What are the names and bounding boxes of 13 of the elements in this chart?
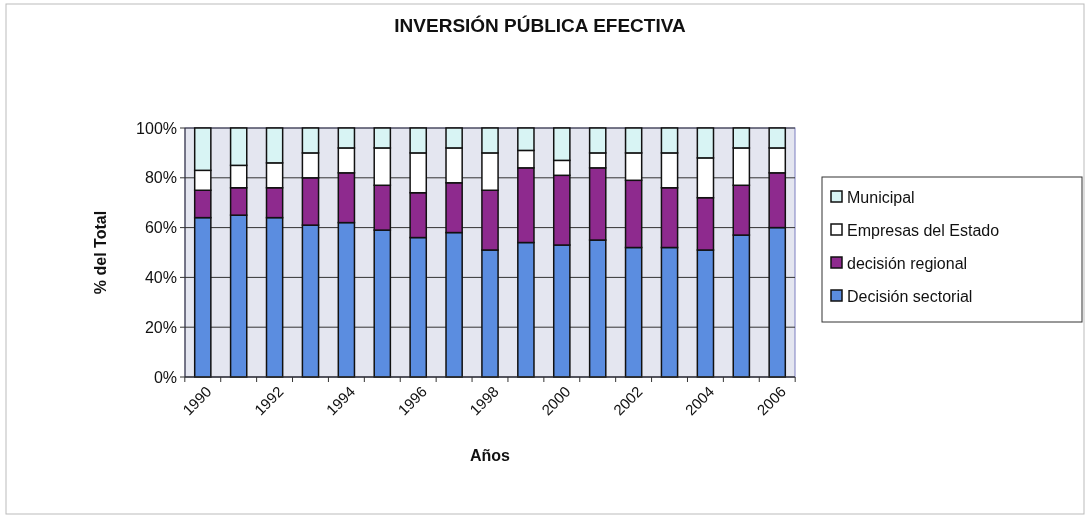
legend-label: Decisión sectorial xyxy=(847,287,973,305)
legend-label: decisión regional xyxy=(847,254,968,272)
x-axis-title: Años xyxy=(470,447,511,464)
y-tick-label: 60% xyxy=(144,219,177,237)
chart-title: INVERSIÓN PÚBLICA EFECTIVA xyxy=(394,15,686,36)
legend-label: Municipal xyxy=(847,188,915,206)
y-tick-label: 20% xyxy=(144,318,177,336)
y-tick-label: 0% xyxy=(153,368,177,386)
y-axis-title: % del Total xyxy=(92,210,109,295)
legend-label: Empresas del Estado xyxy=(847,221,1000,239)
y-tick-label: 80% xyxy=(144,169,177,187)
y-tick-label: 40% xyxy=(144,269,177,286)
y-tick-label: 100% xyxy=(136,119,177,137)
